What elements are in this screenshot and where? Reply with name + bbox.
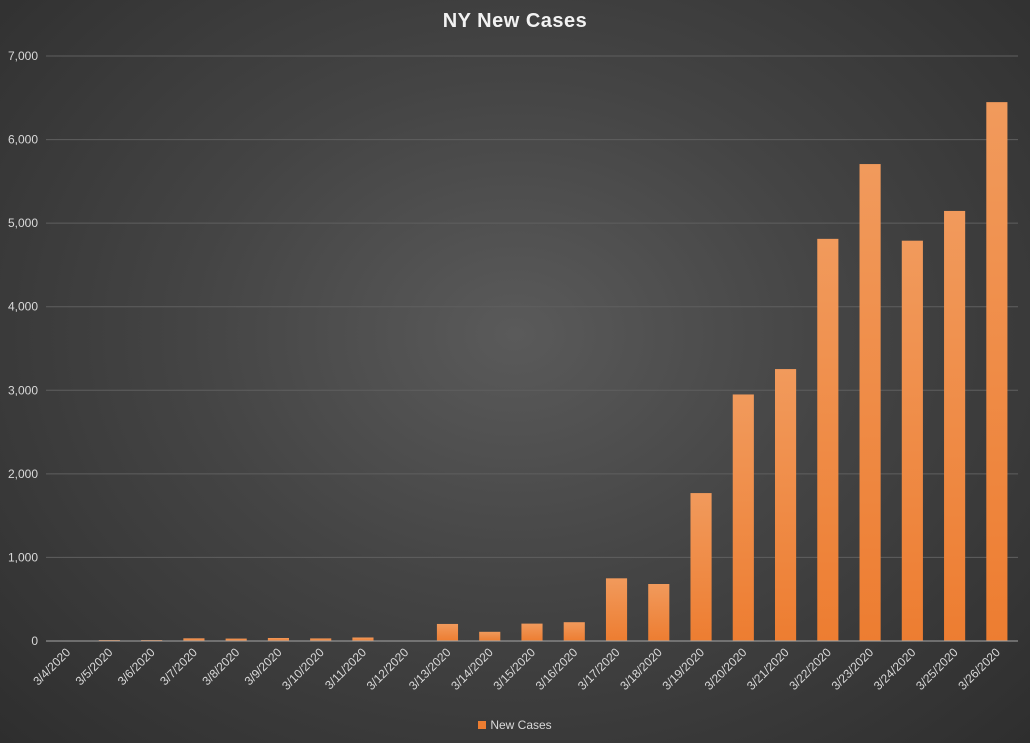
legend-label: New Cases	[490, 718, 552, 732]
gridlines	[46, 55, 1018, 558]
y-tick-label: 5,000	[8, 216, 38, 230]
x-axis-ticks: 3/4/2020 3/5/2020 3/6/2020 3/7/2020 3/8/2020…	[30, 645, 1003, 693]
bar	[267, 637, 289, 641]
x-tick-label: 3/8/2020	[199, 645, 242, 688]
x-tick-label: 3/13/2020	[406, 645, 454, 693]
legend: New Cases	[0, 718, 1030, 732]
x-tick-label: 3/16/2020	[533, 645, 581, 693]
x-tick-label: 3/25/2020	[913, 645, 961, 693]
bar	[775, 369, 797, 641]
x-tick-label: 3/23/2020	[829, 645, 877, 693]
x-tick-label: 3/11/2020	[322, 645, 369, 692]
bar	[310, 638, 332, 641]
x-tick-label: 3/4/2020	[30, 645, 73, 688]
y-tick-label: 4,000	[8, 300, 38, 314]
bar	[225, 638, 247, 641]
bar	[521, 623, 543, 641]
x-tick-label: 3/14/2020	[448, 645, 496, 693]
x-tick-label: 3/17/2020	[575, 645, 623, 693]
y-tick-label: 7,000	[8, 49, 38, 63]
x-tick-label: 3/5/2020	[73, 645, 116, 688]
bar	[944, 210, 966, 642]
bar	[352, 637, 374, 641]
bar	[732, 394, 754, 641]
chart-title: NY New Cases	[442, 10, 588, 32]
bar	[183, 638, 205, 641]
x-tick-label: 3/15/2020	[490, 645, 538, 693]
y-axis-ticks: 0 1,000 2,000 3,000 4,000 5,000 6,000 7,000	[8, 49, 38, 648]
x-tick-label: 3/24/2020	[871, 645, 919, 693]
y-tick-label: 3,000	[8, 383, 38, 397]
y-tick-label: 6,000	[8, 133, 38, 147]
bar	[479, 631, 501, 641]
x-tick-label: 3/20/2020	[702, 645, 750, 693]
x-tick-label: 3/19/2020	[660, 645, 708, 693]
y-tick-label: 0	[31, 634, 38, 648]
x-tick-label: 3/6/2020	[115, 645, 158, 688]
bar	[690, 493, 712, 641]
bar	[605, 578, 628, 641]
bar	[563, 622, 585, 641]
x-tick-label: 3/22/2020	[786, 645, 834, 693]
x-tick-label: 3/7/2020	[157, 645, 200, 688]
bar	[436, 623, 459, 641]
x-tick-label: 3/21/2020	[744, 645, 792, 693]
x-tick-label: 3/26/2020	[955, 645, 1003, 693]
bar	[986, 102, 1008, 642]
bar	[901, 240, 923, 641]
x-tick-label: 3/12/2020	[364, 645, 412, 693]
x-tick-label: 3/9/2020	[242, 645, 285, 688]
x-tick-label: 3/18/2020	[617, 645, 665, 693]
legend-swatch	[478, 721, 487, 729]
y-tick-label: 1,000	[8, 550, 38, 564]
bar	[859, 164, 881, 641]
y-tick-label: 2,000	[8, 467, 38, 481]
bar	[648, 584, 670, 641]
bars	[98, 102, 1008, 642]
x-tick-label: 3/10/2020	[279, 645, 327, 693]
bar	[817, 238, 839, 641]
